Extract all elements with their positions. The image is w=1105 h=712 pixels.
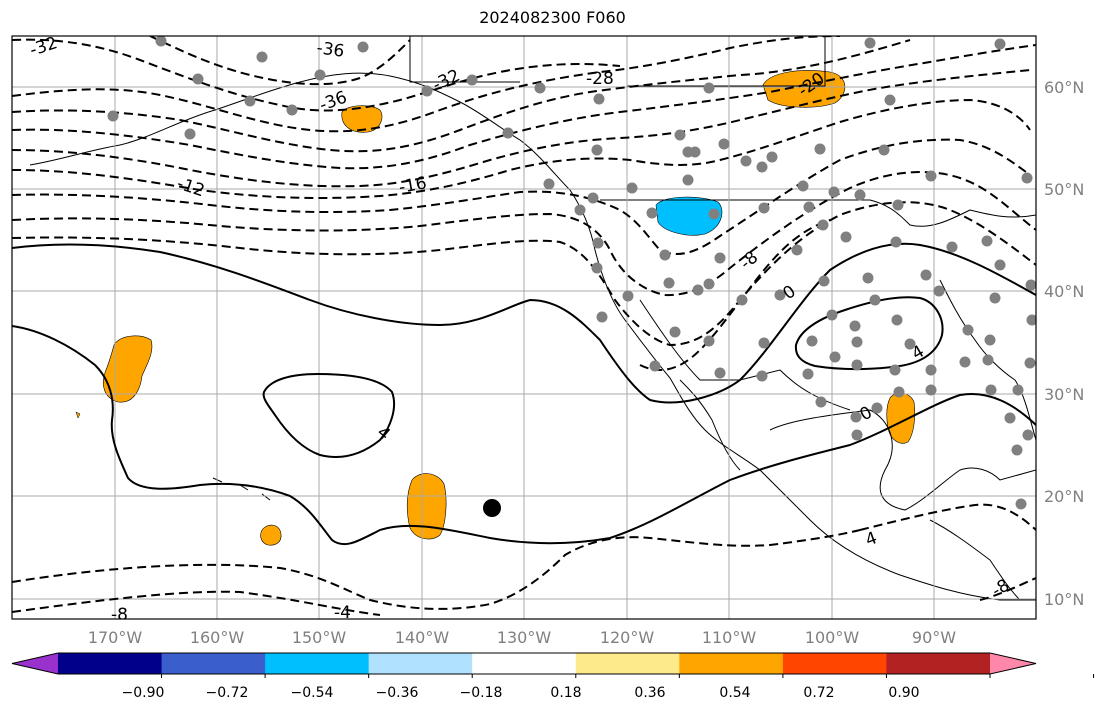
anomaly-shading bbox=[75, 70, 916, 546]
positive-anomaly-region bbox=[260, 524, 282, 546]
colorbar-cell bbox=[886, 653, 991, 674]
colorbar-cells bbox=[11, 652, 1037, 675]
lat-tick-label: 40°N bbox=[1044, 282, 1084, 301]
colorbar-tick-label: −0.18 bbox=[460, 685, 503, 701]
gridlines bbox=[12, 36, 1036, 619]
contour-label: -16 bbox=[397, 173, 428, 198]
colorbar-tick-label: −0.54 bbox=[291, 685, 334, 701]
lon-tick-label: 90°W bbox=[912, 628, 956, 647]
positive-anomaly-region bbox=[341, 105, 383, 133]
colorbar-cell bbox=[575, 653, 680, 674]
lon-tick-label: 100°W bbox=[805, 628, 860, 647]
colorbar-tick-label: −0.72 bbox=[206, 685, 249, 701]
colorbar: −0.90 −0.72 −0.54 −0.36 −0.18 0.18 0.36 … bbox=[11, 652, 1095, 701]
contour-label: -28 bbox=[586, 69, 614, 89]
lon-tick-label: 140°W bbox=[395, 628, 450, 647]
colorbar-tick-label: −0.36 bbox=[376, 685, 419, 701]
black-point-marker bbox=[483, 499, 501, 517]
lat-tick-label: 20°N bbox=[1044, 487, 1084, 506]
lon-tick-label: 160°W bbox=[190, 628, 245, 647]
lat-tick-label: 50°N bbox=[1044, 180, 1084, 199]
colorbar-tick-label: −0.90 bbox=[122, 685, 165, 701]
lon-tick-label: 150°W bbox=[292, 628, 347, 647]
contour-label: -4 bbox=[334, 603, 351, 623]
chart-title: 2024082300 F060 bbox=[479, 8, 626, 27]
positive-anomaly-region bbox=[762, 70, 846, 108]
colorbar-cell bbox=[368, 653, 473, 674]
colorbar-extend-min bbox=[12, 653, 58, 674]
colorbar-cell bbox=[265, 653, 370, 674]
colorbar-tick-label: 0.72 bbox=[803, 685, 834, 701]
positive-anomaly-region bbox=[75, 411, 81, 419]
lon-tick-label: 170°W bbox=[88, 628, 143, 647]
positive-anomaly-region bbox=[406, 473, 447, 540]
negative-anomaly-region bbox=[655, 196, 723, 236]
map-panel: -32 -36 -32 -36 -28 -20 -12 -16 -8 0 4 0… bbox=[12, 36, 1036, 625]
contour-label: -8 bbox=[111, 605, 128, 625]
colorbar-cell bbox=[161, 653, 266, 674]
lat-tick-label: 10°N bbox=[1044, 590, 1084, 609]
negative-contours bbox=[12, 36, 1036, 616]
map-frame bbox=[11, 35, 1037, 620]
lon-tick-label: 120°W bbox=[600, 628, 655, 647]
colorbar-tick-label: 0.36 bbox=[634, 685, 665, 701]
positive-contours bbox=[12, 242, 1036, 546]
contour-label: -36 bbox=[315, 38, 345, 62]
colorbar-cell bbox=[472, 653, 577, 674]
latitude-axis: 60°N 50°N 40°N 30°N 20°N 10°N bbox=[1044, 78, 1084, 609]
colorbar-outline bbox=[11, 652, 1037, 675]
colorbar-tick-label: 0.18 bbox=[550, 685, 581, 701]
colorbar-ticks: −0.90 −0.72 −0.54 −0.36 −0.18 0.18 0.36 … bbox=[122, 674, 1095, 701]
station-markers bbox=[107, 36, 1036, 510]
positive-anomaly-region bbox=[103, 335, 153, 403]
colorbar-tick-label: 0.54 bbox=[719, 685, 750, 701]
lat-tick-label: 60°N bbox=[1044, 78, 1084, 97]
colorbar-tick-label: 0.90 bbox=[888, 685, 919, 701]
longitude-axis: 170°W 160°W 150°W 140°W 130°W 120°W 110°… bbox=[88, 628, 956, 647]
lat-tick-label: 30°N bbox=[1044, 385, 1084, 404]
colorbar-cell bbox=[58, 653, 163, 674]
colorbar-cell bbox=[679, 653, 784, 674]
colorbar-extend-max bbox=[990, 653, 1036, 674]
lon-tick-label: 110°W bbox=[702, 628, 757, 647]
colorbar-cell bbox=[782, 653, 887, 674]
positive-anomaly-region bbox=[886, 392, 916, 444]
lon-tick-label: 130°W bbox=[497, 628, 552, 647]
